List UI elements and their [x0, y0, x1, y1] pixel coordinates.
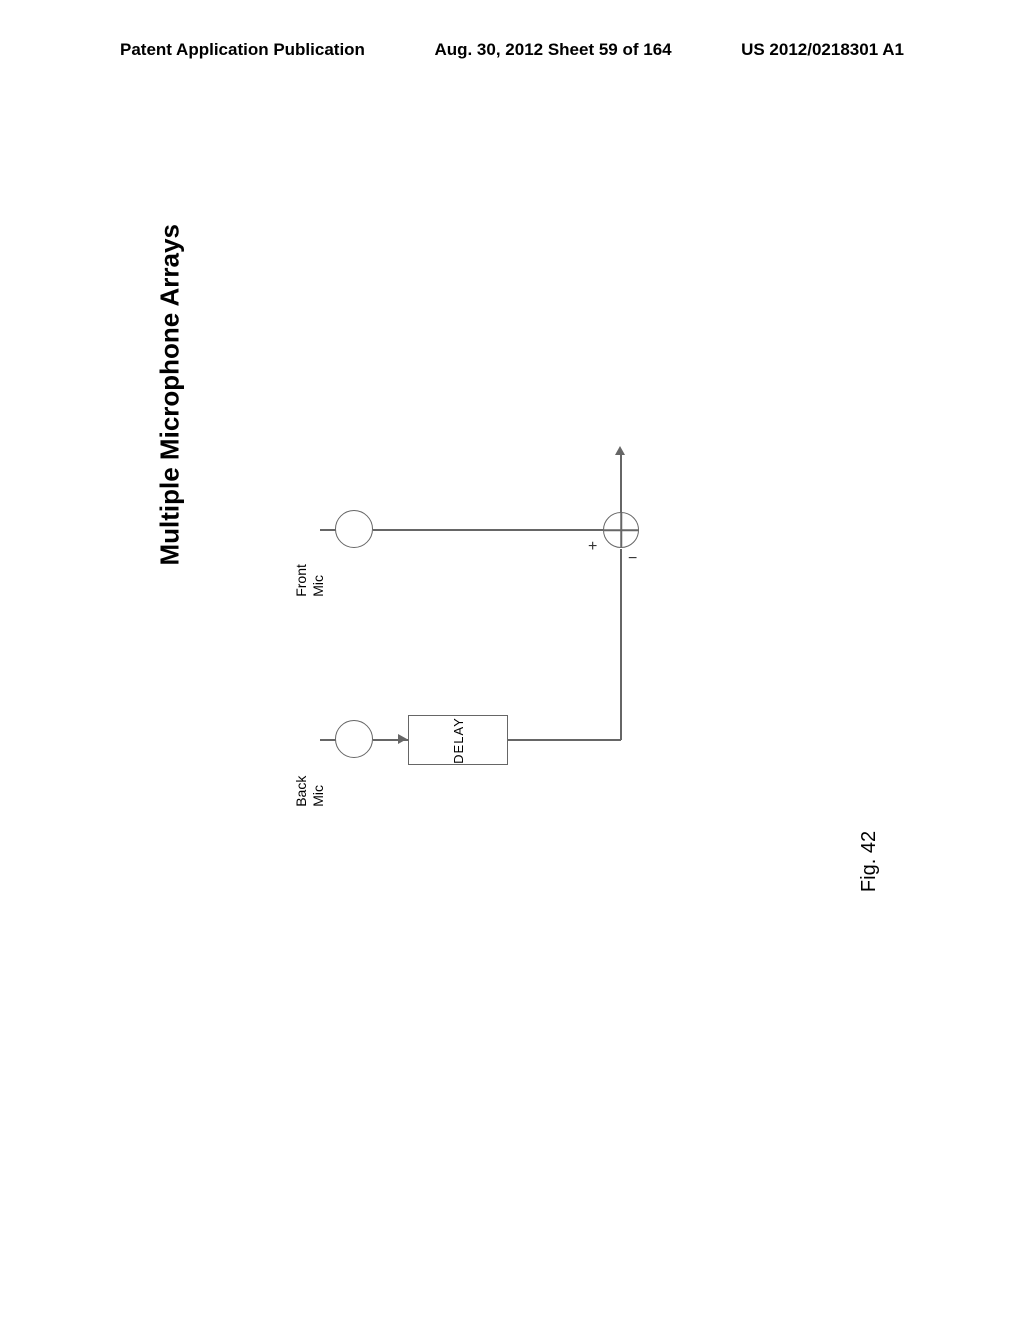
- front-mic-icon: [335, 510, 373, 548]
- summing-junction-icon: [603, 512, 639, 548]
- plus-sign: +: [588, 538, 597, 556]
- front-signal-wire: [373, 529, 603, 531]
- front-mic-connector: [320, 529, 336, 531]
- output-arrow-icon: [615, 446, 625, 455]
- header-right: US 2012/0218301 A1: [741, 40, 904, 60]
- patent-header: Patent Application Publication Aug. 30, …: [0, 40, 1024, 60]
- circuit-diagram: Front Mic Back Mic DELAY + −: [270, 450, 690, 830]
- delay-input-arrow-icon: [398, 734, 407, 744]
- figure-number: Fig. 42: [858, 831, 881, 892]
- delay-block: DELAY: [408, 715, 508, 765]
- delay-label: DELAY: [450, 717, 465, 764]
- output-wire: [620, 450, 622, 513]
- minus-sign: −: [628, 550, 637, 568]
- figure-title: Multiple Microphone Arrays: [155, 224, 186, 565]
- back-signal-wire-vertical: [620, 549, 622, 740]
- header-left: Patent Application Publication: [120, 40, 365, 60]
- back-mic-label: Back Mic: [293, 776, 327, 807]
- back-mic-icon: [335, 720, 373, 758]
- back-mic-connector: [320, 739, 336, 741]
- back-signal-wire-2: [508, 739, 621, 741]
- figure-content: Multiple Microphone Arrays Fig. 42 Front…: [120, 150, 870, 1150]
- header-center: Aug. 30, 2012 Sheet 59 of 164: [434, 40, 671, 60]
- front-mic-label: Front Mic: [293, 564, 327, 597]
